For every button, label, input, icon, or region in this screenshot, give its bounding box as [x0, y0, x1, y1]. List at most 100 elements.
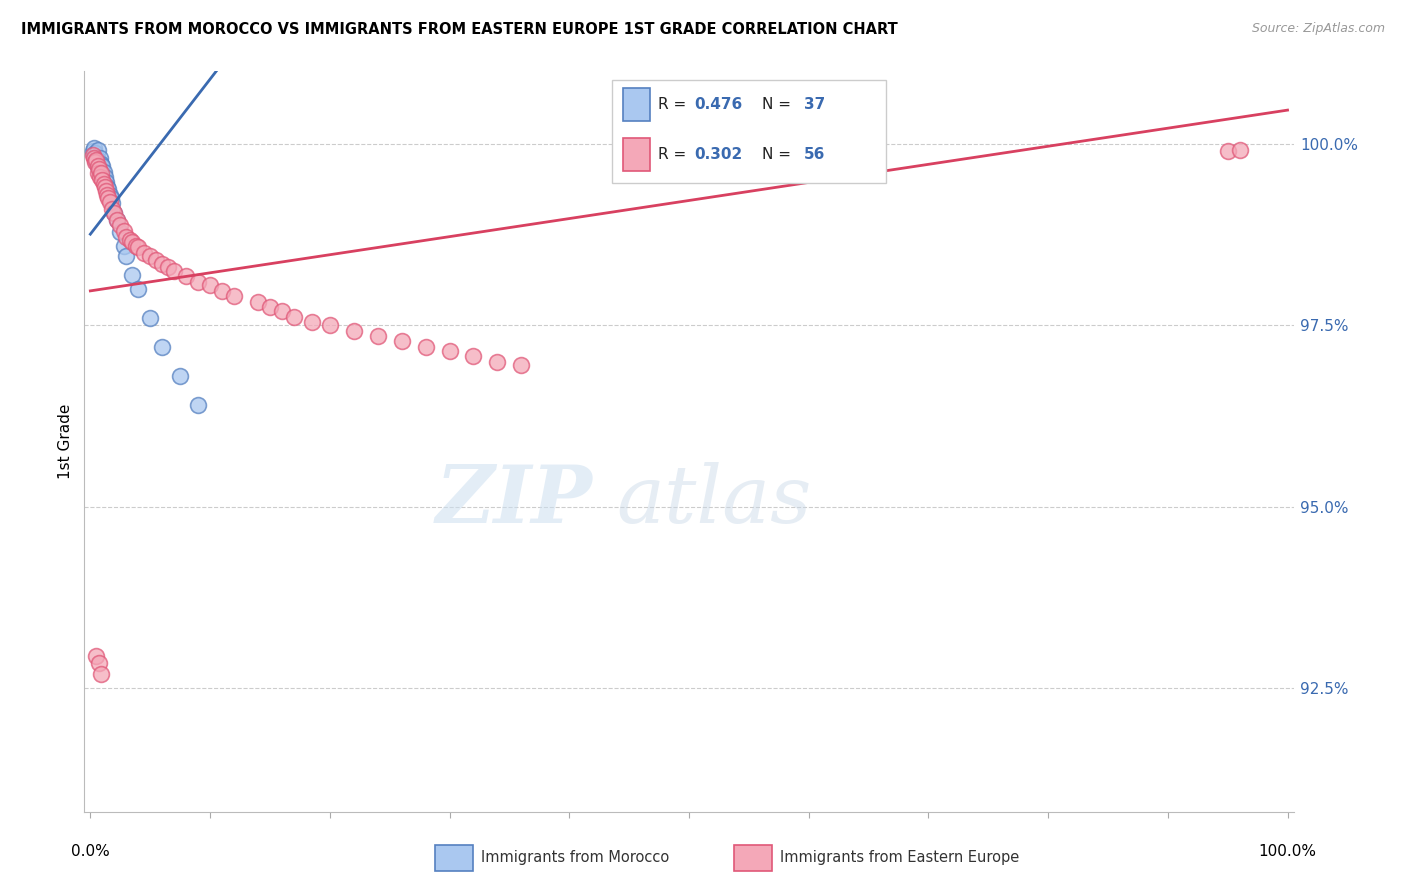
- Point: [174, 268, 197, 283]
- Point: [211, 284, 233, 298]
- Point: [93, 180, 115, 194]
- Text: Immigrants from Morocco: Immigrants from Morocco: [481, 850, 669, 864]
- Point: [118, 233, 141, 247]
- Point: [415, 340, 437, 354]
- Point: [301, 315, 323, 329]
- Point: [84, 145, 107, 160]
- Point: [91, 159, 114, 173]
- Point: [93, 177, 115, 191]
- Point: [89, 169, 111, 184]
- Text: R =: R =: [658, 146, 692, 161]
- Point: [510, 359, 533, 373]
- Point: [259, 300, 281, 314]
- Text: Immigrants from Eastern Europe: Immigrants from Eastern Europe: [780, 850, 1019, 864]
- Point: [100, 191, 122, 205]
- Point: [486, 354, 509, 368]
- Point: [83, 152, 105, 166]
- Point: [187, 275, 209, 289]
- Text: IMMIGRANTS FROM MOROCCO VS IMMIGRANTS FROM EASTERN EUROPE 1ST GRADE CORRELATION : IMMIGRANTS FROM MOROCCO VS IMMIGRANTS FR…: [21, 22, 898, 37]
- Point: [110, 226, 132, 240]
- Text: 0.0%: 0.0%: [70, 845, 110, 859]
- Point: [121, 268, 143, 282]
- Text: 0.302: 0.302: [695, 146, 742, 161]
- Point: [125, 238, 148, 252]
- Point: [163, 264, 186, 278]
- Point: [246, 295, 269, 310]
- Point: [93, 164, 115, 178]
- Point: [127, 282, 149, 296]
- Point: [112, 238, 135, 252]
- Point: [105, 213, 128, 227]
- Point: [87, 656, 110, 670]
- Point: [150, 257, 173, 271]
- Point: [1229, 143, 1251, 157]
- Point: [90, 166, 112, 180]
- Point: [157, 260, 180, 275]
- Point: [150, 340, 173, 354]
- Point: [98, 194, 121, 209]
- Point: [96, 187, 118, 202]
- Point: [86, 143, 108, 157]
- Text: ZIP: ZIP: [436, 462, 592, 540]
- Point: [1216, 145, 1239, 159]
- Point: [169, 369, 191, 384]
- Point: [98, 187, 121, 202]
- Point: [112, 224, 135, 238]
- Point: [87, 162, 110, 177]
- Bar: [734, 846, 772, 871]
- Point: [89, 160, 111, 174]
- Point: [84, 152, 107, 166]
- Point: [187, 398, 209, 412]
- Point: [82, 145, 104, 159]
- Point: [83, 148, 105, 162]
- Point: [94, 175, 117, 189]
- Text: N =: N =: [762, 97, 796, 112]
- Point: [145, 253, 167, 268]
- Point: [222, 289, 245, 303]
- Point: [103, 206, 125, 220]
- Text: N =: N =: [762, 146, 796, 161]
- Point: [391, 334, 413, 349]
- Point: [93, 169, 115, 184]
- Point: [86, 150, 108, 164]
- Point: [86, 159, 108, 173]
- Point: [127, 240, 149, 254]
- Point: [86, 153, 108, 167]
- Bar: [623, 137, 650, 170]
- Y-axis label: 1st Grade: 1st Grade: [58, 404, 73, 479]
- Point: [82, 148, 104, 162]
- Point: [91, 168, 114, 182]
- Point: [115, 230, 138, 244]
- Point: [198, 278, 221, 293]
- Point: [86, 153, 108, 167]
- Point: [87, 162, 110, 177]
- Point: [283, 310, 305, 324]
- Point: [101, 202, 124, 217]
- Text: 37: 37: [804, 97, 825, 112]
- Point: [90, 157, 112, 171]
- Text: R =: R =: [658, 97, 692, 112]
- Point: [439, 343, 461, 358]
- Point: [367, 328, 389, 343]
- Bar: [436, 846, 472, 871]
- Point: [270, 304, 292, 318]
- Point: [86, 155, 108, 169]
- Point: [90, 166, 112, 180]
- Point: [97, 182, 120, 196]
- Point: [86, 166, 108, 180]
- Point: [94, 184, 117, 198]
- Point: [83, 140, 105, 154]
- Point: [134, 245, 156, 260]
- Text: 100.0%: 100.0%: [1258, 845, 1316, 859]
- Point: [121, 235, 143, 249]
- Point: [84, 155, 107, 169]
- Point: [319, 318, 342, 333]
- Point: [87, 155, 110, 169]
- Point: [103, 206, 125, 220]
- Point: [110, 219, 132, 233]
- Text: Source: ZipAtlas.com: Source: ZipAtlas.com: [1251, 22, 1385, 36]
- Point: [115, 249, 138, 263]
- Text: atlas: atlas: [616, 462, 811, 540]
- Point: [343, 324, 366, 338]
- Point: [96, 180, 118, 194]
